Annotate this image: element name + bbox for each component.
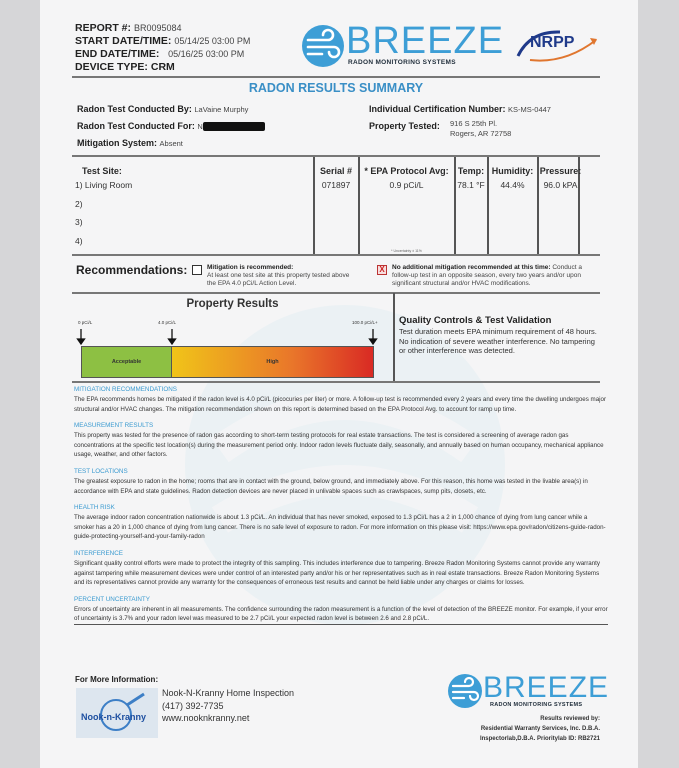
more-info-label: For More Information: [75, 675, 159, 684]
nrpp-logo: NRPP [510, 26, 600, 66]
site-3: 3) [75, 217, 83, 227]
serial-value: 071897 [321, 180, 351, 190]
site-2: 2) [75, 199, 83, 209]
property-tested: Property Tested: [369, 121, 440, 131]
device-type: DEVICE TYPE: CRM [75, 61, 175, 73]
company-website[interactable]: www.nooknkranny.net [162, 713, 250, 723]
certification-number: Individual Certification Number: KS-MS-0… [369, 104, 551, 114]
report-meta: REPORT #: BR0095084 START DATE/TIME: 05/… [75, 22, 250, 74]
section-test-locations: Test Locations The greatest exposure to r… [74, 467, 588, 495]
col-serial: Serial # [319, 166, 353, 176]
company-phone[interactable]: (417) 392-7735 [162, 700, 224, 711]
tick-label-0: 0 pCi/L [78, 320, 93, 325]
section-measurement: Measurement Results This property was tes… [74, 422, 604, 459]
company-name: Nook-N-Kranny Home Inspection [162, 688, 295, 698]
info-sections: Mitigation Recommendations The EPA recomm… [74, 386, 608, 633]
mitigation-recommended-checkbox[interactable] [192, 265, 202, 275]
tick-label-100: 100.0 pCi/L+ [352, 320, 378, 325]
end-date: END DATE/TIME: 05/16/25 03:00 PM [75, 48, 245, 60]
col-pressure: Pressure: [539, 166, 582, 176]
section-interference: Interference Significant quality control … [74, 549, 600, 587]
section-health-risk: Health Risk The average indoor radon conc… [74, 504, 606, 541]
epa-avg-value: 0.9 pCi/L [389, 180, 424, 190]
watermark-logo [185, 305, 505, 625]
mitigation-system: Mitigation System: Absent [77, 138, 183, 148]
breeze-logo: BREEZE RADON MONITORING SYSTEMS [302, 22, 503, 70]
temp-value: 78.1 °F [457, 180, 485, 190]
tick-arrows [76, 329, 378, 345]
report-number: REPORT #: BR0095084 [75, 22, 182, 34]
pressure-value: 96.0 kPA [543, 180, 578, 190]
start-date: START DATE/TIME: 05/14/25 03:00 PM [75, 35, 251, 47]
col-epa-avg: * EPA Protocol Avg: [364, 166, 449, 176]
quality-title: Quality Controls & Test Validation [399, 315, 552, 326]
breeze-footer-logo: BREEZE RADON MONITORING SYSTEMS [448, 673, 608, 710]
property-results-title: Property Results [186, 298, 279, 310]
humidity-value: 44.4% [500, 180, 525, 190]
col-humidity: Humidity: [491, 166, 534, 176]
property-address: 916 S 25th Pl. Rogers, AR 72758 [450, 119, 512, 138]
uncertainty-note: * Uncertainty ± 11% [391, 249, 422, 253]
recommendations-label: Recommendations: [76, 263, 188, 277]
company-contact: Nook-N-Kranny Home Inspection (417) 392-… [162, 687, 294, 725]
conducted-by: Radon Test Conducted By: LaVaine Murphy [77, 104, 249, 114]
site-4: 4) [75, 236, 83, 246]
conducted-for: Radon Test Conducted For: N [77, 121, 265, 132]
page-title: RADON RESULTS SUMMARY [248, 81, 424, 95]
wind-icon [448, 674, 482, 708]
company-logo: Nook-n-Kranny [76, 688, 158, 738]
section-uncertainty: Percent Uncertainty Errors of uncertainty… [74, 596, 608, 625]
tick-label-4: 4.0 pCi/L [158, 320, 177, 325]
reviewer-info: Results reviewed by: Residential Warrant… [479, 716, 600, 742]
site-1: 1) Living Room [75, 180, 133, 190]
mitigation-recommended-option: Mitigation is recommended: At least one t… [207, 264, 350, 287]
redaction [202, 122, 265, 132]
wind-icon [302, 25, 344, 67]
col-temp: Temp: [457, 166, 485, 176]
zone-high: High [171, 346, 374, 378]
no-mitigation-checkbox[interactable]: X [377, 265, 387, 275]
no-mitigation-option: No additional mitigation recommended at … [392, 264, 582, 287]
col-test-site: Test Site: [82, 166, 122, 176]
quality-text: Test duration meets EPA minimum requirem… [399, 327, 597, 355]
zone-acceptable: Acceptable [81, 346, 172, 378]
section-mitigation: Mitigation Recommendations The EPA recomm… [74, 386, 607, 413]
